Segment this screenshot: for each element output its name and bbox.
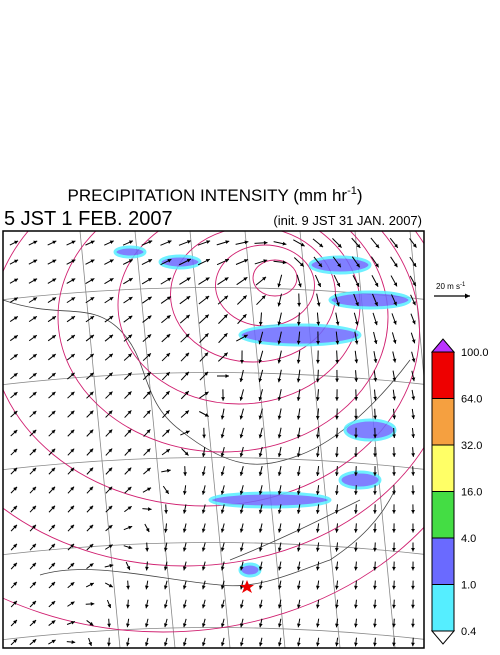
precipitation-area <box>240 564 260 576</box>
precipitation-area <box>330 292 410 308</box>
precipitation-area <box>210 493 330 507</box>
svg-text:20 m s-1: 20 m s-1 <box>436 282 466 291</box>
title-closing: ) <box>357 186 363 205</box>
vector-scale-text: 20 m s <box>436 282 460 291</box>
colorbar-segment <box>432 399 454 446</box>
colorbar-segment <box>432 585 454 632</box>
colorbar-label: 32.0 <box>461 440 482 452</box>
title: PRECIPITATION INTENSITY (mm hr-1) <box>67 185 362 205</box>
colorbar-label: 64.0 <box>461 394 482 406</box>
title-superscript: -1 <box>347 185 357 197</box>
vector-scale-arrowhead <box>465 294 470 299</box>
colorbar-label: 1.0 <box>461 580 476 592</box>
colorbar-segment <box>432 445 454 492</box>
init-time: (init. 9 JST 31 JAN. 2007) <box>273 213 422 228</box>
colorbar-over <box>432 339 454 352</box>
precipitation-area <box>115 247 145 257</box>
colorbar: 100.0 64.0 32.0 16.0 4.0 1.0 0.4 <box>432 339 489 644</box>
colorbar-label: 100.0 <box>461 347 489 359</box>
colorbar-label: 0.4 <box>461 626 476 638</box>
colorbar-label: 16.0 <box>461 487 482 499</box>
title-text: PRECIPITATION INTENSITY (mm hr <box>67 186 347 205</box>
colorbar-segment <box>432 538 454 585</box>
map <box>0 92 500 648</box>
precipitation-area <box>345 420 395 440</box>
colorbar-under <box>432 631 454 644</box>
colorbar-segment <box>432 492 454 539</box>
vector-scale: 20 m s-1 <box>434 282 470 299</box>
colorbar-segment <box>432 352 454 399</box>
valid-time: 5 JST 1 FEB. 2007 <box>4 208 173 230</box>
colorbar-label: 4.0 <box>461 533 476 545</box>
vector-scale-superscript: -1 <box>460 282 466 288</box>
precipitation-area <box>340 472 380 488</box>
